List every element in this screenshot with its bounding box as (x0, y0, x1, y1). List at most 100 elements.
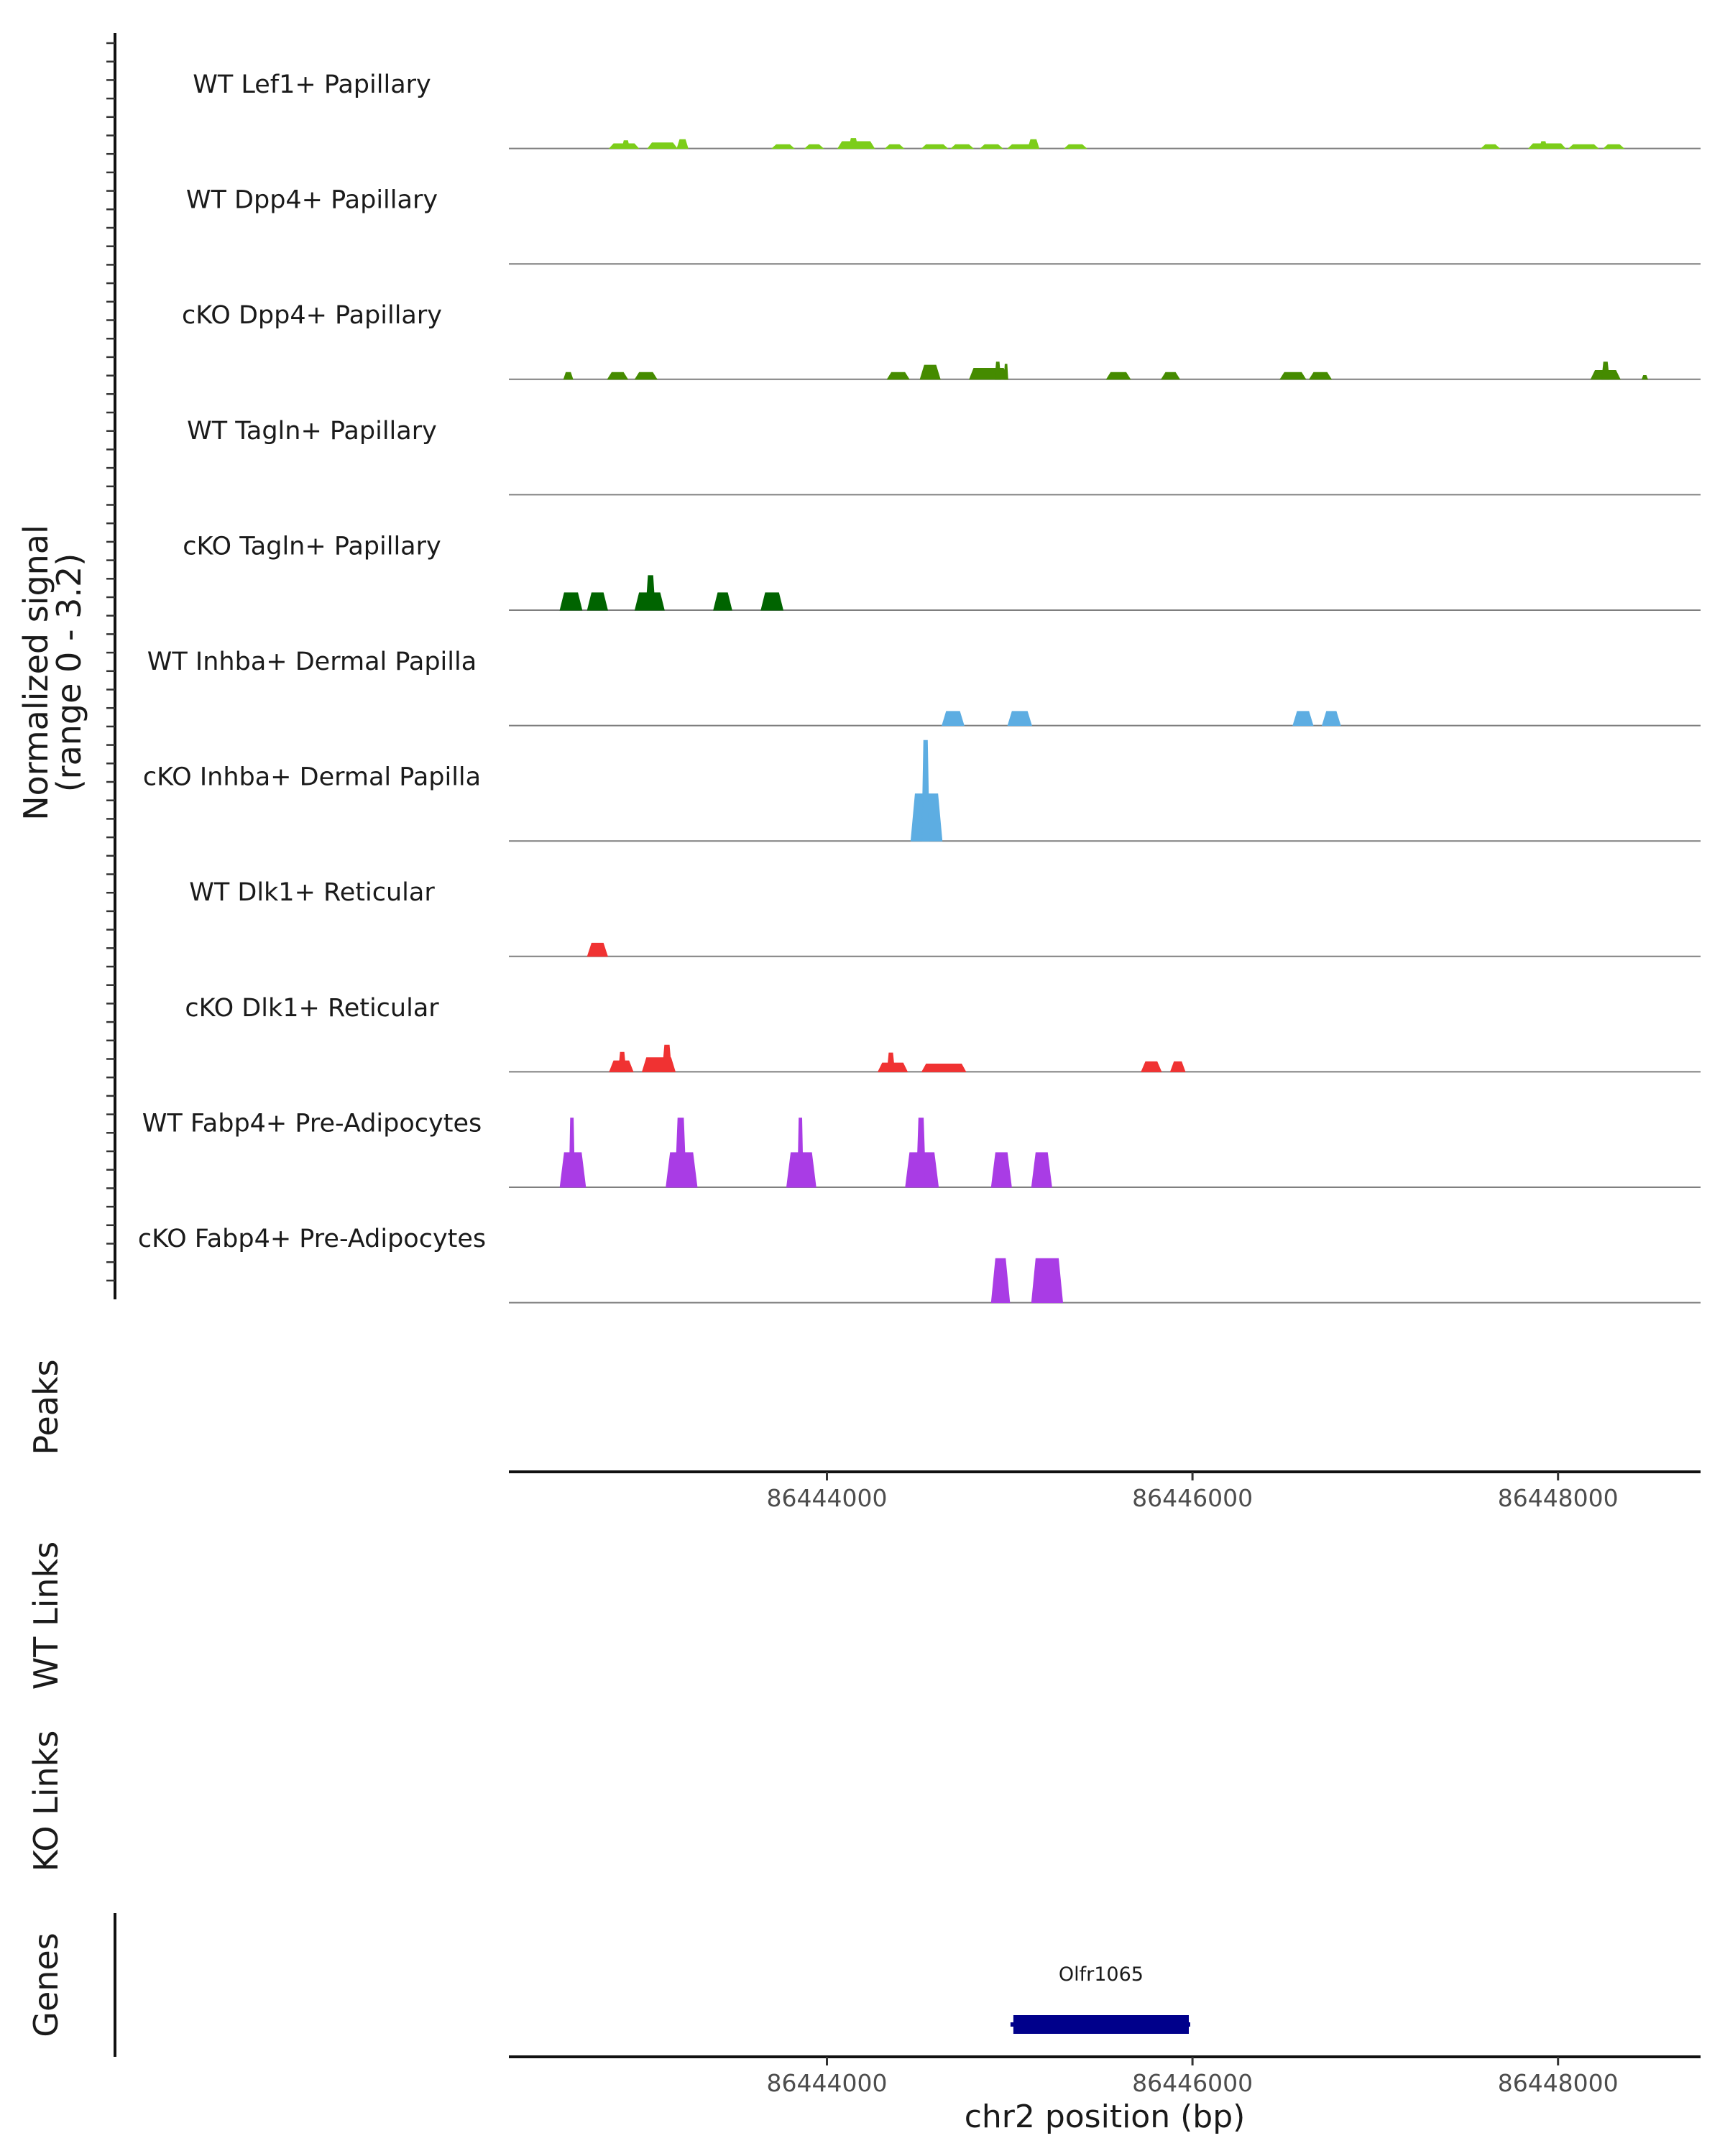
coverage-peak (1031, 1258, 1064, 1304)
x-tick-label: 86446000 (1132, 1484, 1253, 1512)
coverage-tracks: WT Lef1+ Papillary WT Dpp4+ Papillary cKO … (138, 70, 1701, 1304)
track-label: WT Tagln+ Papillary (187, 417, 437, 446)
coverage-peak (1527, 143, 1566, 149)
coverage-peak (950, 144, 975, 149)
coverage-track: WT Lef1+ Papillary (193, 70, 1701, 149)
coverage-peak (1321, 711, 1341, 727)
coverage-peak (1031, 1152, 1052, 1188)
coverage-peak (990, 1258, 1011, 1304)
coverage-peak (969, 368, 1008, 380)
coverage-track: WT Inhba+ Dermal Papilla (147, 648, 1701, 727)
genes-track-title: Genes (27, 1932, 65, 2037)
track-label: cKO Dpp4+ Papillary (182, 301, 442, 330)
track-label: WT Inhba+ Dermal Papilla (147, 648, 477, 676)
coverage-peak (674, 1118, 687, 1188)
coverage-track: WT Dpp4+ Papillary (186, 186, 1701, 265)
coverage-peak (1602, 144, 1625, 149)
coverage-track: cKO Tagln+ Papillary (183, 532, 1701, 611)
coverage-peak (797, 1118, 804, 1188)
ko-links-track-title: KO Links (27, 1731, 65, 1872)
coverage-peak (942, 711, 965, 727)
coverage-peak (921, 144, 949, 149)
coverage-y-axis-title: Normalized signal (range 0 - 3.2) (17, 525, 88, 821)
track-label: cKO Fabp4+ Pre-Adipocytes (138, 1225, 486, 1253)
coverage-peak (916, 1118, 926, 1188)
coverage-peak (713, 592, 732, 611)
x-tick-label: 86444000 (767, 1484, 888, 1512)
track-label: WT Lef1+ Papillary (193, 70, 431, 99)
coverage-peak (921, 1064, 967, 1072)
coverage-peak (994, 361, 1001, 380)
wt-links-track-title: WT Links (27, 1542, 65, 1690)
x-axis-title: chr2 position (bp) (965, 2099, 1246, 2135)
coverage-track: cKO Dlk1+ Reticular (185, 994, 1701, 1073)
coverage-peak (586, 942, 608, 957)
coverage-peak (1279, 372, 1307, 380)
coverage-peak (1141, 1061, 1162, 1072)
coverage-peak (1539, 141, 1548, 149)
coverage-y-axis-ticks (106, 42, 115, 1282)
coverage-peak (1601, 361, 1610, 380)
coverage-peak (1568, 144, 1599, 149)
coverage-peak (884, 144, 905, 149)
coverage-peak (770, 144, 796, 149)
peaks-x-axis-ticks: 86444000 86446000 86448000 (767, 1472, 1619, 1512)
coverage-peak (607, 372, 629, 380)
coverage-peak (990, 1152, 1012, 1188)
track-label: cKO Inhba+ Dermal Papilla (143, 763, 481, 792)
y-axis-title-line-1: Normalized signal (17, 525, 55, 821)
coverage-peak (979, 144, 1003, 149)
coverage-track: WT Fabp4+ Pre-Adipocytes (142, 1109, 1701, 1188)
coverage-peak (645, 575, 656, 611)
coverage-peak (1027, 139, 1040, 149)
coverage-peak (1160, 372, 1181, 380)
coverage-peak (647, 142, 678, 149)
coverage-peak (1063, 144, 1087, 149)
coverage-track: WT Dlk1+ Reticular (189, 878, 1701, 957)
coverage-peak (1480, 144, 1501, 149)
coverage-peak (848, 138, 859, 149)
x-tick-label: 86448000 (1498, 1484, 1619, 1512)
coverage-peak (662, 1044, 672, 1072)
coverage-track: WT Tagln+ Papillary (187, 417, 1701, 496)
coverage-track: cKO Fabp4+ Pre-Adipocytes (138, 1225, 1701, 1304)
coverage-peak (676, 139, 689, 149)
x-tick-label: 86444000 (767, 2069, 888, 2097)
coverage-peak (886, 1052, 896, 1072)
coverage-peak (760, 592, 784, 611)
coverage-track: cKO Inhba+ Dermal Papilla (143, 740, 1701, 842)
gene-label: Olfr1065 (1059, 1963, 1144, 1986)
x-tick-label: 86446000 (1132, 2069, 1253, 2097)
coverage-peak (1169, 1061, 1186, 1072)
coverage-peak (919, 364, 941, 380)
track-label: cKO Dlk1+ Reticular (185, 994, 439, 1023)
track-label: cKO Tagln+ Papillary (183, 532, 441, 561)
x-tick-label: 86448000 (1498, 2069, 1619, 2097)
genes-panel: Olfr1065 (1010, 1963, 1190, 2034)
coverage-peak (622, 140, 630, 149)
coverage-peak (1292, 711, 1314, 727)
genes-x-axis-ticks: 86444000 86446000 86448000 (767, 2057, 1619, 2097)
coverage-peak (921, 740, 930, 842)
coverage-peak (586, 592, 608, 611)
track-label: WT Dpp4+ Papillary (186, 186, 438, 215)
track-label: WT Fabp4+ Pre-Adipocytes (142, 1109, 482, 1138)
coverage-peak (1007, 711, 1032, 727)
coverage-peak (1641, 375, 1649, 380)
coverage-track: cKO Dpp4+ Papillary (182, 301, 1701, 380)
coverage-peak (1105, 372, 1131, 380)
coverage-peak (634, 372, 658, 380)
coverage-peak (618, 1051, 627, 1072)
peaks-track-title: Peaks (27, 1359, 65, 1455)
coverage-peak (569, 1118, 576, 1188)
coverage-peak (1003, 364, 1008, 380)
y-axis-title-line-2: (range 0 - 3.2) (50, 553, 88, 793)
coverage-peak (559, 592, 583, 611)
track-label: WT Dlk1+ Reticular (189, 878, 435, 907)
coverage-peak (886, 372, 910, 380)
coverage-peak (563, 372, 574, 380)
coverage-peak (804, 144, 824, 149)
coverage-peak (1308, 372, 1333, 380)
